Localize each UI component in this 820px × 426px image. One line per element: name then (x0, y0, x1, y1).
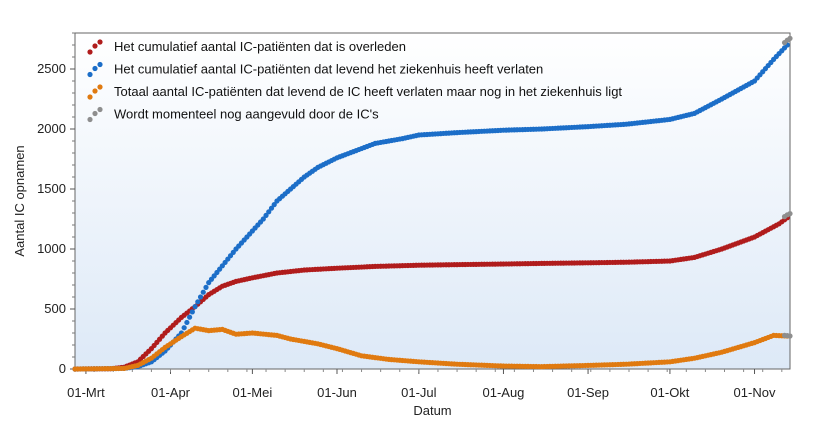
data-point (203, 284, 209, 290)
legend-marker (87, 94, 93, 100)
legend-marker (87, 71, 93, 78)
series-3 (781, 35, 793, 339)
legend-item: Totaal aantal IC-patiënten dat levend de… (87, 84, 622, 100)
data-point (787, 333, 793, 339)
data-point (200, 289, 206, 295)
data-point (787, 35, 793, 42)
y-tick-label: 0 (59, 361, 66, 376)
x-tick-label: 01-Nov (734, 385, 776, 400)
y-tick-label: 2000 (37, 121, 66, 136)
x-tick-label: 01-Mei (233, 385, 273, 400)
legend-marker (97, 39, 103, 45)
x-tick-label: 01-Jun (317, 385, 357, 400)
legend-marker (97, 84, 103, 90)
y-tick-label: 1500 (37, 181, 66, 196)
legend-marker (92, 88, 98, 94)
y-axis-title: Aantal IC opnamen (12, 145, 27, 256)
legend-label: Totaal aantal IC-patiënten dat levend de… (114, 84, 622, 99)
data-point (197, 294, 204, 300)
series-layer (72, 35, 793, 372)
data-point (184, 319, 190, 326)
legend-label: Het cumulatief aantal IC-patiënten dat i… (114, 39, 406, 54)
legend-item: Wordt momenteel nog aangevuld door de IC… (87, 107, 379, 123)
y-tick-label: 2500 (37, 61, 66, 76)
x-tick-label: 01-Sep (567, 385, 609, 400)
legend-marker (87, 116, 93, 123)
legend-marker (92, 43, 98, 49)
data-point (187, 314, 193, 320)
legend-marker (92, 65, 98, 72)
x-tick-label: 01-Okt (650, 385, 689, 400)
x-tick-label: 01-Apr (151, 385, 191, 400)
legend-marker (87, 49, 93, 55)
legend-item: Het cumulatief aantal IC-patiënten dat i… (87, 39, 406, 55)
legend-marker (97, 106, 103, 113)
x-tick-label: 01-Aug (482, 385, 524, 400)
legend-marker (97, 61, 103, 68)
data-point (192, 304, 198, 310)
y-tick-label: 500 (44, 301, 66, 316)
data-point (189, 309, 195, 315)
x-tick-label: 01-Mrt (67, 385, 105, 400)
legend-marker (92, 110, 98, 117)
x-axis-title: Datum (413, 403, 451, 418)
data-point (263, 212, 269, 218)
axes: 0 500 1000 1500 2000 2500 01-Mrt 01-Apr 01-Mei 01… (37, 32, 783, 400)
legend-label: Het cumulatief aantal IC-patiënten dat l… (114, 62, 543, 77)
data-point (195, 299, 201, 305)
data-point (181, 325, 187, 331)
legend-label: Wordt momenteel nog aangevuld door de IC… (114, 107, 379, 122)
legend-item: Het cumulatief aantal IC-patiënten dat l… (87, 62, 543, 78)
x-tick-label: 01-Jul (401, 385, 437, 400)
y-tick-label: 1000 (37, 241, 66, 256)
data-point (787, 211, 793, 217)
data-point (260, 216, 266, 222)
legend: Het cumulatief aantal IC-patiënten dat i… (87, 39, 622, 123)
data-point (271, 202, 277, 208)
series-2 (72, 325, 790, 372)
data-point (266, 209, 272, 215)
data-point (268, 205, 275, 211)
